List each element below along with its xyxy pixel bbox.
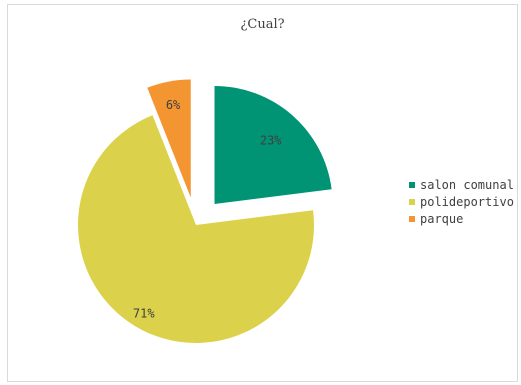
legend-item-polideportivo: polideportivo	[409, 193, 514, 210]
legend: salon comunal polideportivo parque	[409, 176, 514, 227]
chart-title: ¿Cual?	[240, 17, 285, 32]
legend-swatch	[409, 215, 415, 222]
legend-swatch	[409, 198, 415, 205]
pie-slice-parque	[147, 79, 191, 198]
legend-item-salon-comunal: salon comunal	[409, 176, 514, 193]
legend-swatch	[409, 181, 415, 188]
legend-item-parque: parque	[409, 210, 514, 227]
legend-label: salon comunal	[420, 177, 514, 192]
pie-slice-salon-comunal	[214, 85, 332, 204]
legend-label: parque	[420, 211, 464, 226]
legend-label: polideportivo	[420, 194, 514, 209]
pie-slice-polideportivo	[78, 115, 314, 343]
data-label-polideportivo: 71%	[133, 306, 155, 320]
data-label-parque: 6%	[166, 98, 181, 112]
data-label-salon-comunal: 23%	[260, 133, 282, 147]
